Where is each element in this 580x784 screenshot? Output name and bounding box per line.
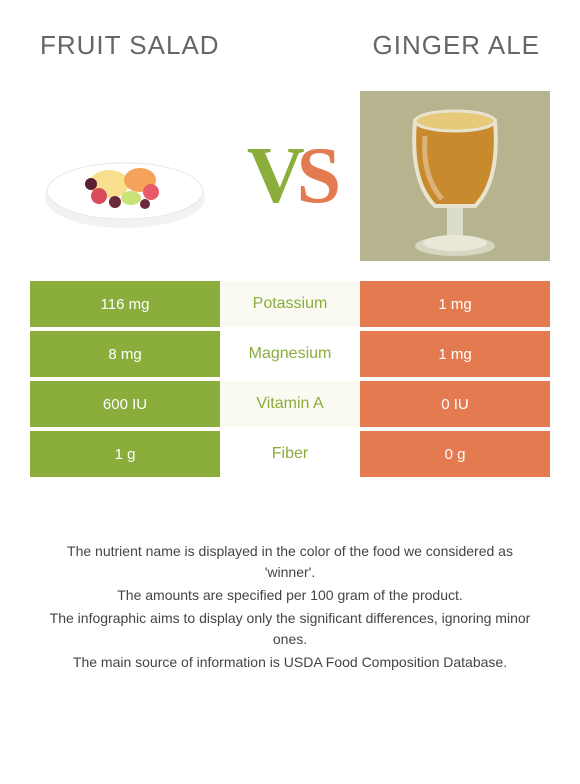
footer-line: The main source of information is USDA F… — [40, 652, 540, 673]
nutrient-table: 116 mgPotassium1 mg8 mgMagnesium1 mg600 … — [30, 281, 550, 481]
value-right: 1 mg — [360, 281, 550, 327]
nutrient-name: Potassium — [220, 281, 360, 327]
nutrient-row: 8 mgMagnesium1 mg — [30, 331, 550, 381]
nutrient-name: Vitamin A — [220, 381, 360, 427]
footer-line: The infographic aims to display only the… — [40, 608, 540, 650]
vs-label: VS — [247, 136, 333, 216]
vs-v: V — [247, 132, 297, 220]
food-image-left — [30, 91, 220, 261]
nutrient-row: 600 IUVitamin A0 IU — [30, 381, 550, 431]
footer-line: The amounts are specified per 100 gram o… — [40, 585, 540, 606]
value-left: 8 mg — [30, 331, 220, 377]
value-right: 0 g — [360, 431, 550, 477]
nutrient-row: 116 mgPotassium1 mg — [30, 281, 550, 331]
value-right: 0 IU — [360, 381, 550, 427]
value-right: 1 mg — [360, 331, 550, 377]
title-left: Fruit salad — [40, 30, 220, 61]
vs-s: S — [297, 132, 334, 220]
value-left: 116 mg — [30, 281, 220, 327]
value-left: 1 g — [30, 431, 220, 477]
hero-row: VS — [30, 91, 550, 261]
footer-line: The nutrient name is displayed in the co… — [40, 541, 540, 583]
titles-row: Fruit salad Ginger ale — [30, 30, 550, 61]
nutrient-row: 1 gFiber0 g — [30, 431, 550, 481]
nutrient-name: Fiber — [220, 431, 360, 477]
title-right: Ginger ale — [373, 30, 541, 61]
value-left: 600 IU — [30, 381, 220, 427]
nutrient-name: Magnesium — [220, 331, 360, 377]
footer-notes: The nutrient name is displayed in the co… — [30, 541, 550, 673]
food-image-right — [360, 91, 550, 261]
